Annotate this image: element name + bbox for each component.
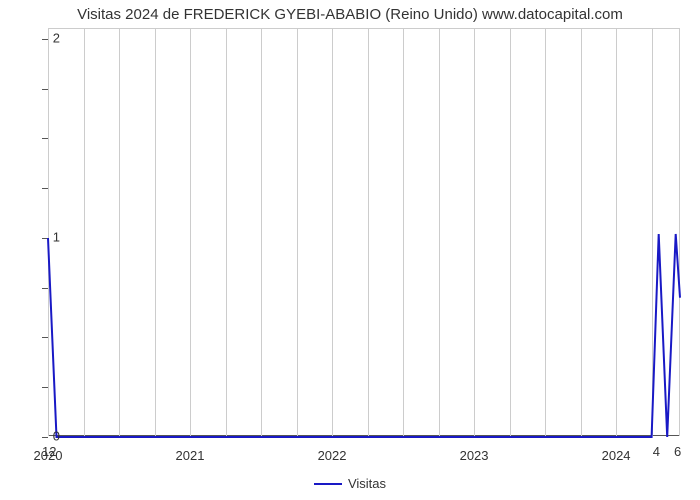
- legend-label: Visitas: [348, 476, 386, 491]
- x-tick-label: 2023: [460, 448, 489, 463]
- y-tick-label: 1: [20, 229, 60, 244]
- y-tick-label: 2: [20, 30, 60, 45]
- chart-svg: [48, 29, 680, 437]
- line-series: [48, 234, 680, 437]
- y-tick-label: 0: [20, 429, 60, 444]
- x-tick-label: 2021: [176, 448, 205, 463]
- chart-title: Visitas 2024 de FREDERICK GYEBI-ABABIO (…: [0, 6, 700, 23]
- x-tick-label: 2022: [318, 448, 347, 463]
- annotation: 4: [653, 444, 660, 459]
- x-tick-label: 2024: [602, 448, 631, 463]
- annotation: 6: [674, 444, 681, 459]
- legend-swatch: [314, 483, 342, 485]
- legend: Visitas: [0, 475, 700, 491]
- annotation: 12: [42, 444, 56, 459]
- plot-area: [48, 28, 680, 436]
